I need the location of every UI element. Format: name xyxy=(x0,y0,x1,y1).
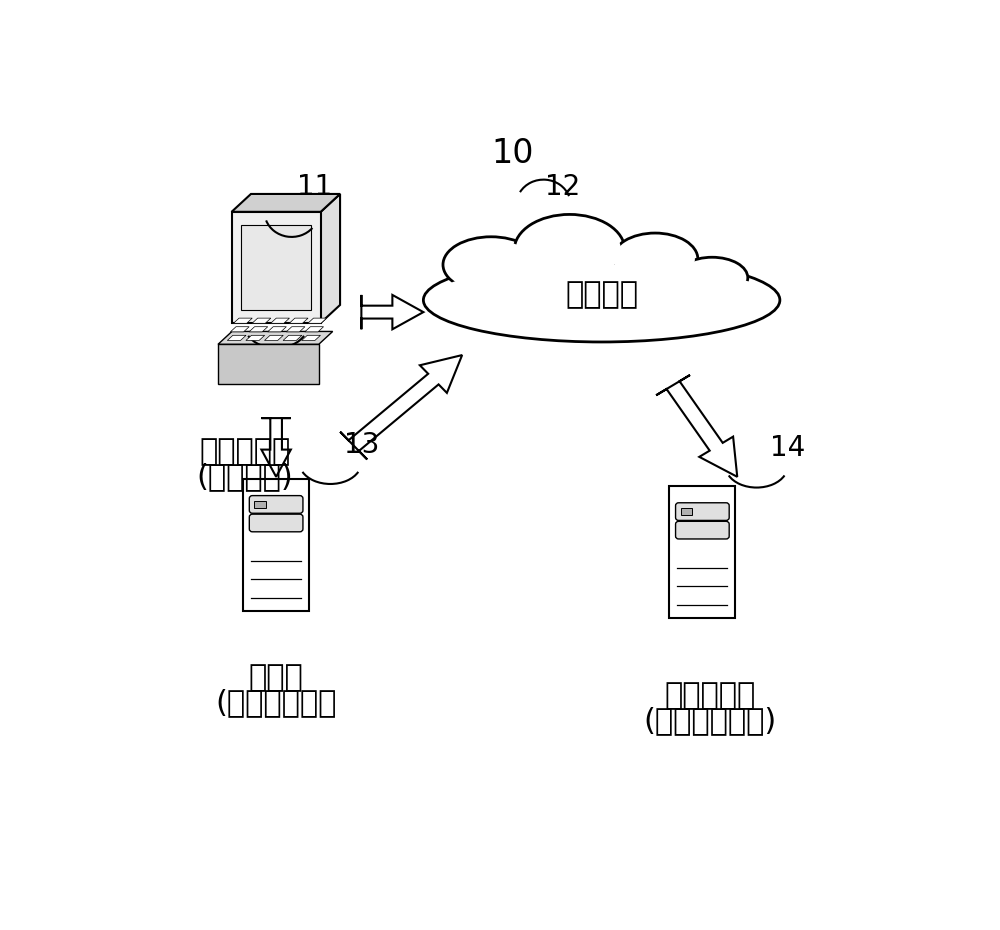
Text: 14: 14 xyxy=(770,434,805,462)
Ellipse shape xyxy=(676,258,748,299)
Polygon shape xyxy=(656,375,737,477)
Ellipse shape xyxy=(446,240,536,289)
Text: 数据拥有者: 数据拥有者 xyxy=(200,437,291,466)
Polygon shape xyxy=(218,331,333,344)
Text: 云服务器: 云服务器 xyxy=(565,280,638,309)
Bar xyxy=(232,212,321,323)
Bar xyxy=(241,225,311,310)
Polygon shape xyxy=(286,326,305,332)
Text: 13: 13 xyxy=(344,431,379,458)
Bar xyxy=(681,509,692,515)
Polygon shape xyxy=(230,326,249,332)
FancyBboxPatch shape xyxy=(249,496,303,513)
Polygon shape xyxy=(283,336,302,340)
Polygon shape xyxy=(271,318,289,324)
Polygon shape xyxy=(321,194,340,323)
Polygon shape xyxy=(264,336,283,340)
Polygon shape xyxy=(289,318,308,324)
Text: 12: 12 xyxy=(545,173,580,201)
Ellipse shape xyxy=(423,259,780,342)
Polygon shape xyxy=(227,336,246,340)
Polygon shape xyxy=(252,318,271,324)
Text: (数据接收设备): (数据接收设备) xyxy=(644,706,777,735)
Polygon shape xyxy=(308,318,327,324)
Bar xyxy=(669,485,735,618)
Bar xyxy=(218,344,319,384)
Polygon shape xyxy=(305,326,324,332)
Ellipse shape xyxy=(443,237,539,293)
Text: 11: 11 xyxy=(297,173,332,201)
Polygon shape xyxy=(249,326,268,332)
Polygon shape xyxy=(302,336,320,340)
Text: (代理服务器）: (代理服务器） xyxy=(215,688,337,717)
FancyBboxPatch shape xyxy=(676,503,729,521)
Text: 代理者: 代理者 xyxy=(249,663,304,692)
Ellipse shape xyxy=(429,265,775,336)
FancyBboxPatch shape xyxy=(249,514,303,532)
Text: 数据接收者: 数据接收者 xyxy=(664,681,756,710)
Polygon shape xyxy=(234,318,252,324)
Ellipse shape xyxy=(615,236,695,282)
Ellipse shape xyxy=(612,233,698,286)
Polygon shape xyxy=(340,355,462,459)
Text: (用户设备): (用户设备) xyxy=(197,462,294,491)
Polygon shape xyxy=(232,194,340,212)
Bar xyxy=(254,501,266,508)
FancyBboxPatch shape xyxy=(676,522,729,539)
Ellipse shape xyxy=(679,259,745,296)
Polygon shape xyxy=(246,336,265,340)
Polygon shape xyxy=(361,295,423,329)
Ellipse shape xyxy=(514,215,625,286)
Text: 10: 10 xyxy=(491,137,534,169)
Ellipse shape xyxy=(518,219,621,281)
Polygon shape xyxy=(268,326,286,332)
Bar xyxy=(243,479,309,611)
Polygon shape xyxy=(261,418,291,477)
